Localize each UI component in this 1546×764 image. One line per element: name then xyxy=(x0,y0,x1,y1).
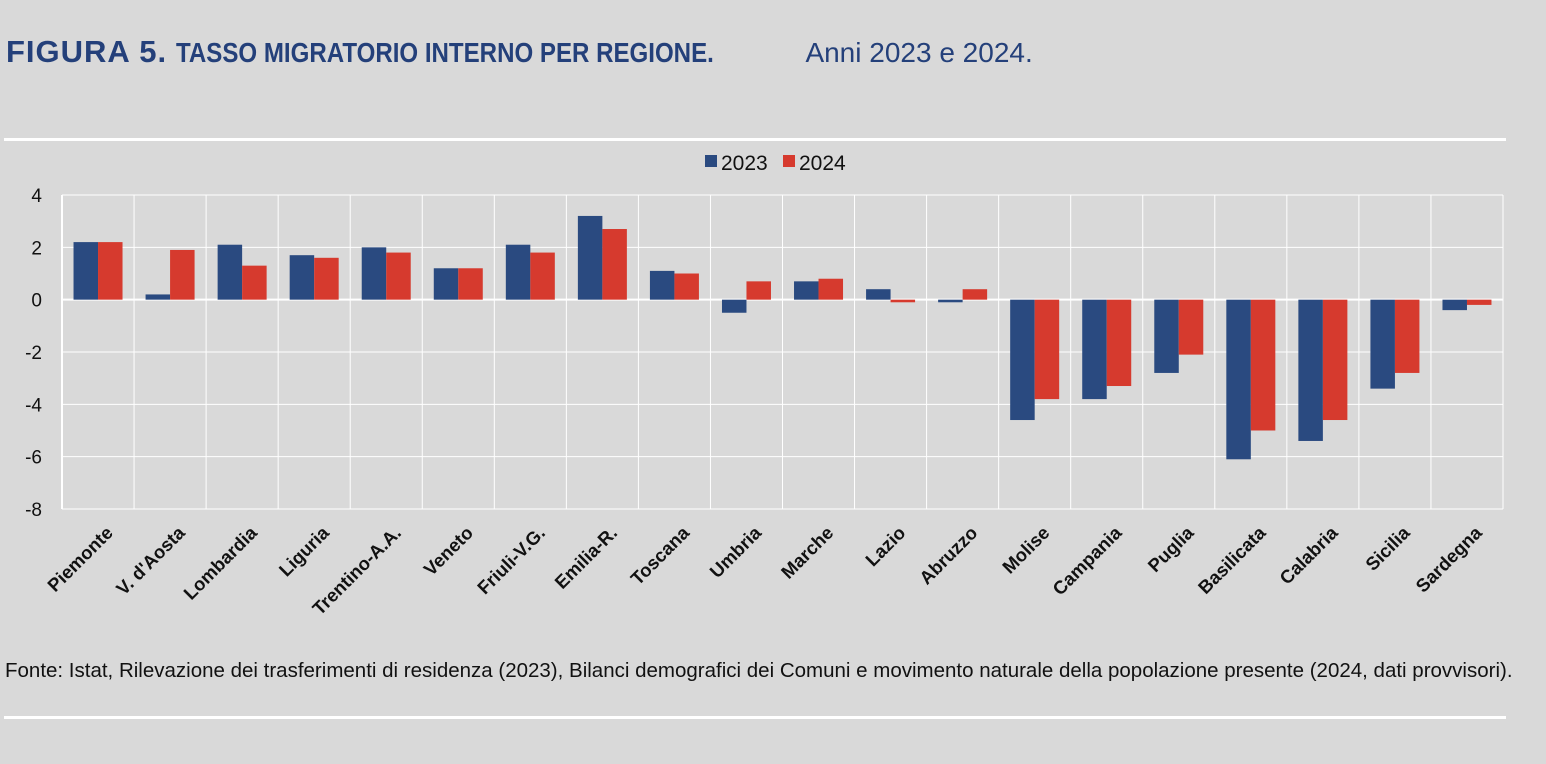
bar-2023-lombardia xyxy=(217,244,243,300)
bar-2024-friuli-v-g- xyxy=(530,252,555,300)
bar-2024-sardegna xyxy=(1466,299,1492,305)
x-tick-label: Piemonte xyxy=(43,522,117,596)
bar-2024-trentino-a-a- xyxy=(386,252,411,300)
figure-title: FIGURA 5. TASSO MIGRATORIO INTERNO PER R… xyxy=(6,34,1033,70)
bar-2024-abruzzo xyxy=(962,289,988,300)
y-tick-label: -8 xyxy=(25,500,42,521)
bar-2023-sardegna xyxy=(1442,299,1467,311)
y-tick-label: 4 xyxy=(31,186,42,207)
x-tick-label: Lazio xyxy=(861,522,909,570)
top-divider xyxy=(4,138,1506,141)
bar-2024-lazio xyxy=(890,299,916,303)
x-tick-label: Lombardia xyxy=(179,521,261,603)
bar-2023-molise xyxy=(1010,299,1035,421)
x-tick-label: Veneto xyxy=(419,522,477,580)
bar-2023-lazio xyxy=(866,289,891,300)
bar-2024-calabria xyxy=(1322,299,1348,421)
y-tick-label: 2 xyxy=(31,238,42,259)
x-tick-label: Friuli-V.G. xyxy=(473,522,549,598)
bar-2023-umbria xyxy=(721,299,747,313)
bar-2024-umbria xyxy=(746,281,771,300)
bar-2024-veneto xyxy=(458,268,483,300)
x-tick-label: V. d'Aosta xyxy=(112,521,190,599)
x-tick-label: Abruzzo xyxy=(915,522,981,588)
bar-2023-emilia-r- xyxy=(577,215,603,300)
bar-2023-campania xyxy=(1082,299,1107,400)
bar-2023-puglia xyxy=(1154,299,1179,373)
legend-label-2023: 2023 xyxy=(721,152,768,175)
x-tick-label: Sicilia xyxy=(1361,521,1414,574)
legend-label-2024: 2024 xyxy=(799,152,846,175)
x-tick-label: Puglia xyxy=(1143,521,1198,576)
bar-2023-toscana xyxy=(649,270,675,300)
x-tick-label: Calabria xyxy=(1275,521,1342,588)
x-tick-label: Molise xyxy=(998,522,1054,578)
bar-2024-toscana xyxy=(674,273,699,300)
bar-2024-puglia xyxy=(1178,299,1204,355)
x-tick-label: Liguria xyxy=(275,521,334,580)
bar-2023-calabria xyxy=(1298,299,1323,441)
bar-2023-sicilia xyxy=(1370,299,1395,389)
bottom-divider xyxy=(4,716,1506,719)
bar-2023-veneto xyxy=(433,268,459,300)
bar-2024-basilicata xyxy=(1250,299,1276,431)
bar-2024-emilia-r- xyxy=(602,229,627,300)
bar-2023-basilicata xyxy=(1226,299,1251,460)
bar-2023-v-d-aosta xyxy=(145,294,171,300)
bar-2024-piemonte xyxy=(98,242,123,300)
bar-2023-friuli-v-g- xyxy=(505,244,531,300)
bar-2024-sicilia xyxy=(1394,299,1420,373)
y-tick-label: -6 xyxy=(25,448,42,469)
x-tick-label: Basilicata xyxy=(1194,521,1270,597)
x-tick-label: Umbria xyxy=(705,521,765,581)
bar-2024-molise xyxy=(1034,299,1060,400)
bar-2024-v-d-aosta xyxy=(170,249,195,300)
chart-subtitle: Anni 2023 e 2024. xyxy=(805,37,1033,68)
bar-2024-liguria xyxy=(314,257,339,300)
bar-2024-lombardia xyxy=(242,265,267,300)
source-note: Fonte: Istat, Rilevazione dei trasferime… xyxy=(5,659,1513,682)
figure-label: FIGURA 5. xyxy=(6,34,168,69)
bar-2024-marche xyxy=(818,278,844,300)
bar-2023-liguria xyxy=(289,255,315,300)
bar-2024-campania xyxy=(1106,299,1132,387)
bar-2023-marche xyxy=(794,281,819,300)
legend-swatch-2023 xyxy=(705,155,717,167)
y-tick-label: -2 xyxy=(25,343,42,364)
y-tick-label: -4 xyxy=(25,395,42,416)
y-tick-label: 0 xyxy=(31,291,42,312)
legend-swatch-2024 xyxy=(783,155,795,167)
x-tick-label: Campania xyxy=(1048,521,1126,599)
x-tick-label: Marche xyxy=(777,522,838,583)
x-tick-label: Sardegna xyxy=(1411,521,1486,596)
bar-2023-abruzzo xyxy=(938,299,963,303)
bar-2023-piemonte xyxy=(73,242,99,300)
bar-2023-trentino-a-a- xyxy=(361,247,387,300)
chart-title: TASSO MIGRATORIO INTERNO PER REGIONE. xyxy=(175,37,714,68)
x-tick-label: Toscana xyxy=(626,521,693,588)
x-tick-label: Emilia-R. xyxy=(550,522,621,593)
